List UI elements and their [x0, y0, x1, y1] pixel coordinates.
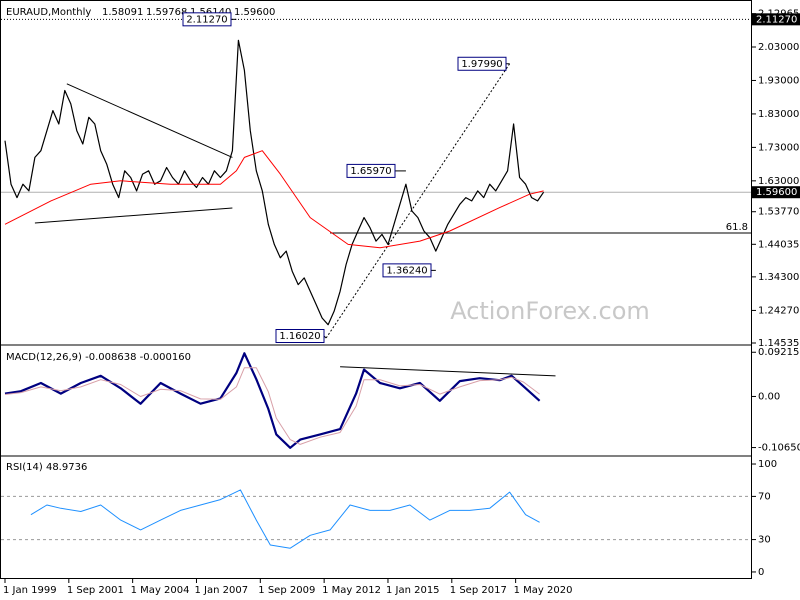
x-tick-label: 1 Jan 2015 [386, 585, 440, 596]
y-tick-label: 70 [758, 491, 771, 502]
panel-title: RSI(14) 48.9736 [6, 462, 87, 473]
annotation-box [382, 263, 432, 278]
y-tick-label: 1.34300 [758, 272, 799, 283]
y-tick-label: 1.63000 [758, 176, 799, 187]
y-tick-label: 0.092158 [758, 347, 800, 358]
price-level-label: 2.11270 [756, 14, 797, 25]
annotation-box [275, 329, 325, 343]
series-line [30, 489, 540, 549]
x-tick-label: 1 Sep 2017 [450, 585, 507, 596]
y-tick-label: 1.44035 [758, 239, 799, 250]
trendline [34, 207, 233, 224]
ohlc-value: 1.59600 [234, 7, 275, 18]
y-tick-label: 1.83000 [758, 109, 799, 120]
annotation-label: 1.36240 [386, 265, 427, 276]
frame [0, 0, 752, 579]
watermark: ActionForex.com [450, 297, 650, 325]
trendline [66, 83, 233, 158]
annotation-label: 1.97990 [461, 59, 502, 70]
x-tick-label: 1 Jan 1999 [3, 585, 57, 596]
y-tick-label: 30 [758, 535, 771, 546]
price-level-tag [752, 13, 800, 26]
annotation-label: 2.11270 [186, 14, 227, 25]
x-tick-label: 1 May 2004 [131, 585, 190, 596]
series-line [4, 367, 540, 445]
annotation-box [346, 163, 396, 178]
x-tick-label: 1 May 2012 [322, 585, 381, 596]
panel-title: MACD(12,26,9) -0.008638 -0.000160 [6, 352, 191, 363]
y-tick-label: 2.03000 [758, 42, 799, 53]
ohlc-value: 1.58091 [102, 7, 143, 18]
x-tick-label: 1 Sep 2009 [258, 585, 315, 596]
fib-label: 61.8 [726, 222, 748, 233]
price-level-label: 1.59600 [756, 187, 797, 198]
ohlc-value: 1.59768 [146, 7, 187, 18]
x-tick-label: 1 Jan 2007 [194, 585, 248, 596]
trendline [325, 63, 511, 339]
y-tick-label: 1.24270 [758, 305, 799, 316]
annotation-label: 1.65970 [350, 166, 391, 177]
y-tick-label: 100 [758, 459, 777, 470]
price-level-tag [752, 186, 800, 199]
trendline [340, 366, 556, 377]
series-line [4, 39, 545, 326]
annotation-label: 1.16020 [279, 331, 320, 342]
y-tick-label: -0.106503 [758, 443, 800, 454]
y-tick-label: 1.53770 [758, 207, 799, 218]
y-tick-label: 1.93000 [758, 75, 799, 86]
y-tick-label: 0.00 [758, 391, 780, 402]
y-tick-label: 1.14535 [758, 338, 799, 349]
x-tick-label: 1 May 2020 [514, 585, 573, 596]
annotation-box [182, 12, 232, 27]
y-tick-label: 0 [758, 567, 764, 578]
series-line [4, 150, 544, 249]
x-tick-label: 1 Sep 2001 [67, 585, 124, 596]
annotation-box [457, 56, 507, 71]
panel-title: EURAUD,Monthly [6, 7, 91, 18]
y-tick-label: 1.73000 [758, 142, 799, 153]
series-line [4, 352, 541, 449]
